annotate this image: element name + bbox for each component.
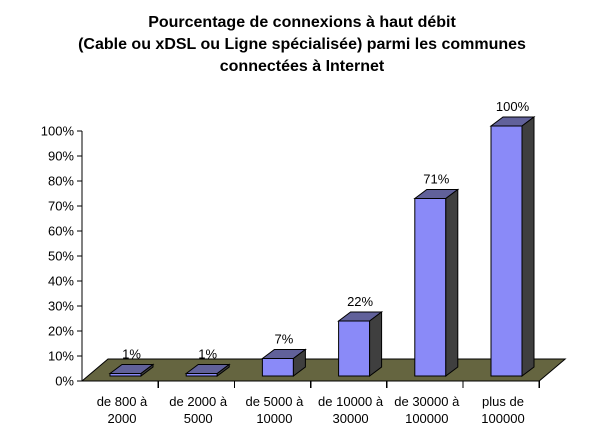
bar-value-label: 1% [122,347,141,362]
x-axis-category-label: de 5000 à [245,394,304,409]
bar-value-label: 7% [275,332,294,347]
bar-value-label: 100% [496,99,530,114]
bar-front-face [261,358,294,377]
y-axis-tick-label: 10% [48,349,74,364]
chart-title-line-3: connectées à Internet [219,58,385,75]
y-axis-tick-label: 100% [41,124,75,139]
bar-value-label: 71% [423,172,449,187]
x-axis-category-label: 100000 [405,411,448,426]
y-axis-tick-label: 50% [48,249,74,264]
x-axis-category-label: plus de [482,394,524,409]
y-axis-tick-label: 90% [48,149,74,164]
x-axis-category-label: 10000 [256,411,292,426]
bar-side-face [445,188,459,377]
x-axis-category-label: de 800 à [97,394,148,409]
bar-value-label: 1% [198,347,217,362]
bar-side-face [369,311,383,377]
x-axis-category-label: de 2000 à [169,394,228,409]
y-axis-tick-label: 70% [48,199,74,214]
bar-front-face [490,125,523,377]
y-axis-tick-label: 40% [48,274,74,289]
bar-side-face [216,363,230,377]
y-axis-tick-label: 60% [48,224,74,239]
y-axis-tick-label: 80% [48,174,74,189]
chart-title: Pourcentage de connexions à haut débit (… [0,12,604,78]
x-axis-category-label: de 30000 à [394,394,460,409]
x-axis-category-label: 30000 [333,411,369,426]
chart-title-line-1: Pourcentage de connexions à haut débit [148,14,456,31]
bar-value-label: 22% [347,294,373,309]
bar-front-face [338,320,371,377]
bar-side-face [292,348,306,377]
y-axis-tick-label: 30% [48,299,74,314]
x-axis-category-label: 5000 [184,411,213,426]
x-axis-category-label: 100000 [481,411,524,426]
bar-front-face [414,198,447,377]
x-axis-category-label: de 10000 à [318,394,384,409]
bar-side-face [521,116,535,377]
bar-side-face [140,363,154,377]
chart-title-line-2: (Cable ou xDSL ou Ligne spécialisée) par… [78,36,526,53]
y-axis-tick-label: 0% [55,374,74,389]
y-axis-tick-label: 20% [48,324,74,339]
x-axis-category-label: 2000 [108,411,137,426]
